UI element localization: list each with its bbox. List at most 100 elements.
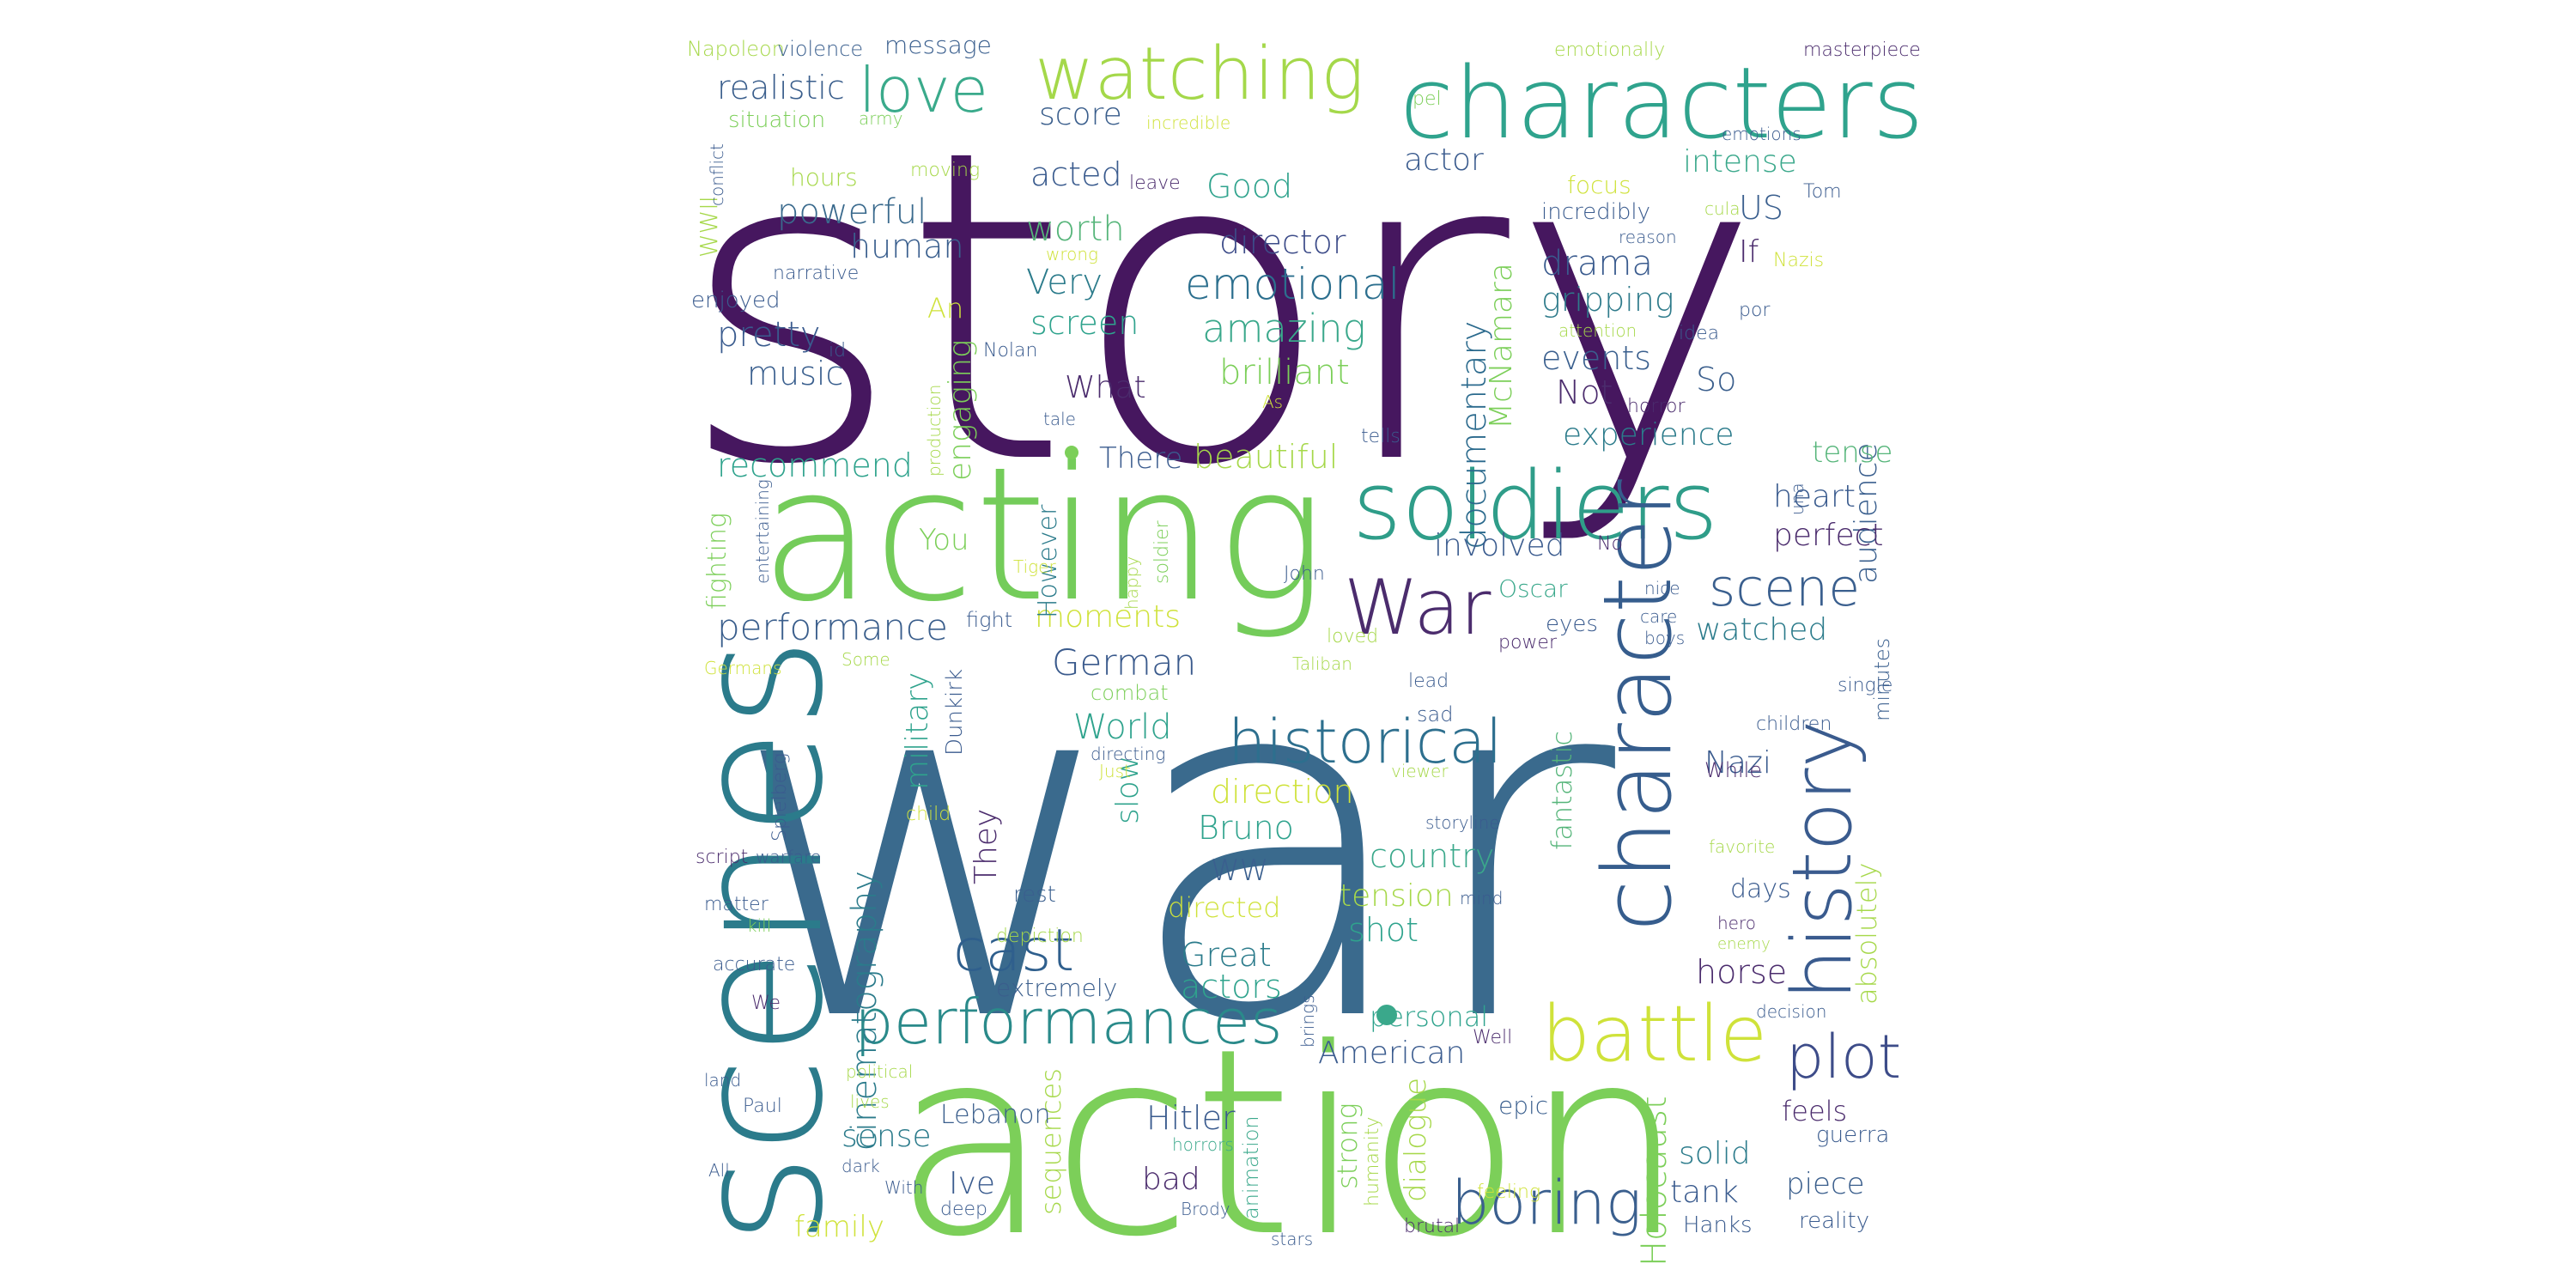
- word-score: score: [1039, 97, 1122, 132]
- word-sense: sense: [841, 1119, 932, 1154]
- word-dunkirk: Dunkirk: [942, 669, 968, 756]
- word-world: World: [1073, 708, 1172, 747]
- word-tension: tension: [1340, 878, 1454, 914]
- word-however: However: [1033, 504, 1063, 618]
- word-holocaust: Holocaust: [1635, 1096, 1674, 1267]
- word-horse: horse: [1696, 953, 1787, 991]
- word-entertaining: entertaining: [752, 479, 773, 584]
- word-masterpiece: masterpiece: [1803, 39, 1921, 61]
- word-power: power: [1498, 632, 1558, 653]
- word-incredible: incredible: [1146, 112, 1230, 133]
- word-not: Not: [1556, 374, 1613, 411]
- word-favorite: favorite: [1709, 836, 1775, 857]
- word-acting: acting: [760, 427, 1326, 642]
- word-reason: reason: [1619, 227, 1677, 247]
- word-fighting: fighting: [702, 513, 732, 610]
- word-war: war: [730, 568, 1620, 1127]
- word-humanity: humanity: [1362, 1117, 1383, 1207]
- word-gripping: gripping: [1541, 281, 1674, 319]
- word-incredibly: incredibly: [1541, 199, 1650, 225]
- word-wwii: WWII: [695, 196, 723, 258]
- word-days: days: [1730, 874, 1791, 904]
- word-military: military: [900, 672, 935, 790]
- word-cast: cast: [953, 917, 1074, 985]
- word-horrors: horrors: [1172, 1134, 1234, 1155]
- word-animation: animation: [1239, 1115, 1263, 1219]
- word-por: por: [1739, 300, 1771, 321]
- word-action: action: [893, 993, 1686, 1288]
- word-strong: strong: [1331, 1103, 1364, 1189]
- word-realistic: realistic: [717, 69, 845, 106]
- word-guerra: guerra: [1816, 1122, 1889, 1148]
- word-involved: involved: [1434, 528, 1564, 563]
- word-narrative: narrative: [773, 263, 859, 284]
- word-lives: lives: [850, 1091, 890, 1112]
- word-mcnamara: McNamara: [1484, 263, 1519, 429]
- word-soldiers: soldiers: [1352, 451, 1718, 561]
- word-there: There: [1099, 441, 1182, 476]
- word-perfect: perfect: [1773, 518, 1884, 553]
- word-epic: epic: [1498, 1091, 1548, 1120]
- word-eyes: eyes: [1546, 611, 1598, 637]
- word-ww: WW: [1211, 854, 1268, 888]
- word-brilliant: brilliant: [1219, 353, 1350, 392]
- word-tale: tale: [1043, 409, 1076, 429]
- word-historical: historical: [1228, 707, 1503, 777]
- word-tiger: Tiger: [1013, 556, 1056, 577]
- word-accurate: accurate: [713, 954, 795, 975]
- word-john: John: [1284, 563, 1325, 585]
- word-land: land: [704, 1070, 741, 1091]
- word-child: child: [906, 804, 951, 825]
- word-ive: Ive: [949, 1166, 995, 1201]
- word-nazis: Nazis: [1773, 250, 1824, 271]
- word-emotionally: emotionally: [1554, 39, 1665, 61]
- word-watching: watching: [1035, 32, 1364, 117]
- word-lebanon: Lebanon: [940, 1100, 1050, 1130]
- word-director: director: [1219, 223, 1346, 261]
- word-country: country: [1370, 837, 1494, 875]
- word-beautiful: beautiful: [1194, 438, 1338, 476]
- word-spielberg: Spielberg: [769, 753, 791, 841]
- word-script: script: [696, 847, 748, 868]
- word-directing: directing: [1091, 744, 1165, 764]
- dot-1: [1065, 446, 1078, 459]
- word-sequences: sequences: [1035, 1068, 1067, 1215]
- word-paul: Paul: [743, 1096, 782, 1117]
- word-slow: slow: [1110, 756, 1145, 824]
- word-great: Great: [1181, 936, 1272, 974]
- word-army: army: [859, 108, 902, 129]
- word-situation: situation: [728, 107, 825, 133]
- word-happy: happy: [1121, 556, 1142, 610]
- dot-2: [1376, 1005, 1397, 1025]
- word-conflict: conflict: [707, 143, 727, 206]
- word-american: American: [1318, 1036, 1465, 1071]
- word-war: War: [1344, 563, 1492, 652]
- word-violence: violence: [777, 37, 863, 61]
- word-while: While: [1704, 758, 1762, 782]
- word-decision: decision: [1756, 1001, 1826, 1022]
- word-focus: focus: [1567, 171, 1631, 199]
- word-acted: acted: [1030, 155, 1122, 193]
- word-they: They: [969, 809, 1004, 884]
- word-piece: piece: [1786, 1167, 1865, 1201]
- word-tank: tank: [1670, 1175, 1739, 1210]
- word-boring: boring: [1451, 1168, 1642, 1238]
- word-boys: boys: [1644, 628, 1685, 648]
- word-feels: feels: [1782, 1095, 1847, 1127]
- word-screen: screen: [1030, 304, 1139, 342]
- word-reality: reality: [1799, 1208, 1869, 1234]
- word-bad: bad: [1142, 1162, 1200, 1197]
- word-history: history: [1776, 720, 1870, 1000]
- word-taliban: Taliban: [1292, 653, 1352, 674]
- word-plot: plot: [1786, 1022, 1901, 1092]
- word-tense: tense: [1812, 435, 1893, 470]
- word-tells: tells: [1361, 426, 1400, 447]
- word-amazing: amazing: [1202, 306, 1366, 351]
- word-tom: Tom: [1803, 181, 1842, 203]
- word-performances: performances: [854, 986, 1283, 1058]
- word-events: events: [1541, 339, 1651, 377]
- word-heart: heart: [1773, 479, 1856, 514]
- word-battle: battle: [1541, 989, 1767, 1079]
- word-human: human: [850, 228, 964, 265]
